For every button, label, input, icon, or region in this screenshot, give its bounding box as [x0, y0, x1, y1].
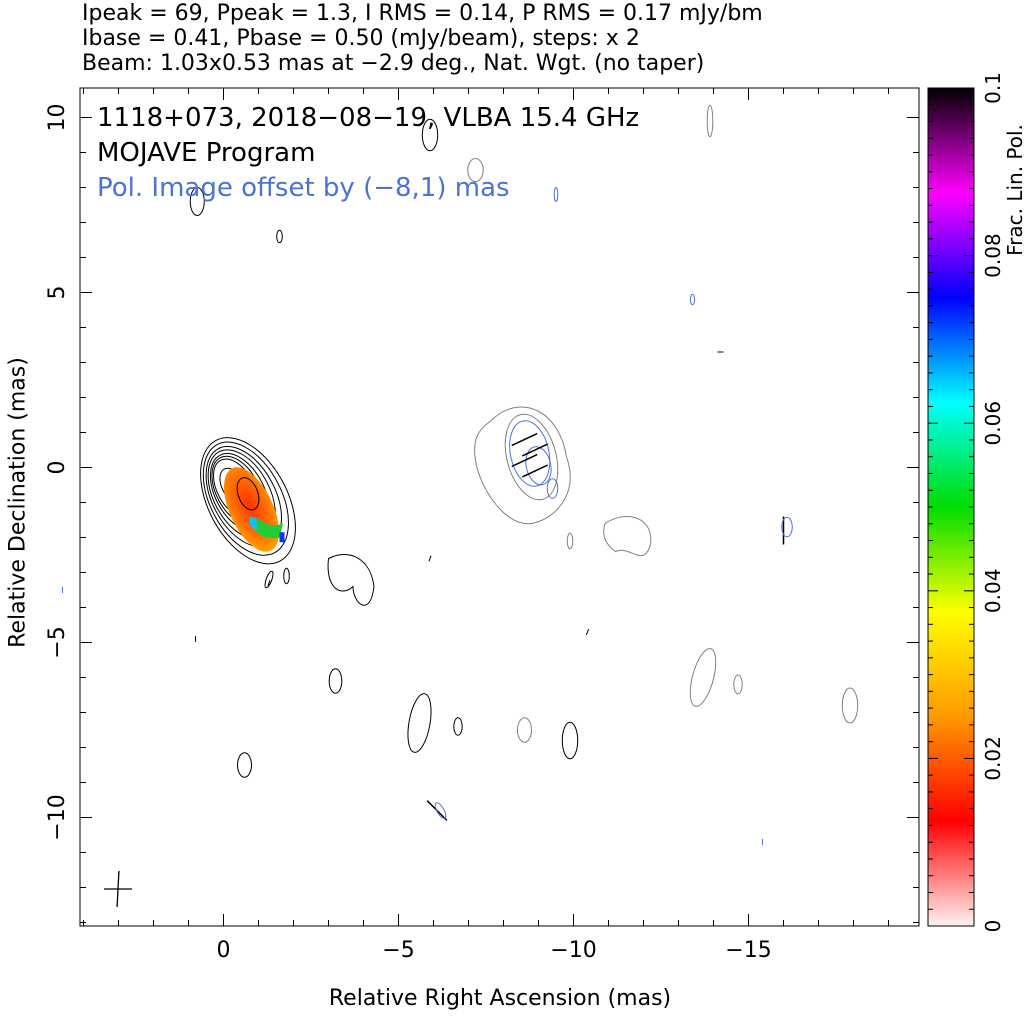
colorbar: 0 0.02 0.04 0.06 0.08 0.1 Frac. Lin. Pol.	[927, 72, 1027, 933]
evpa-tick-4	[521, 464, 549, 478]
noise-contour-7	[689, 293, 696, 306]
noise-mark-3	[428, 555, 432, 562]
noise-contour-16	[561, 721, 579, 760]
noise-contour-8	[781, 516, 793, 538]
offset-pol-contour-small	[546, 478, 559, 499]
noise-contour-12	[328, 668, 343, 694]
noise-contour-20	[841, 687, 859, 724]
core-peak-contour	[236, 477, 260, 511]
evpa-tick-2	[521, 443, 549, 457]
colorbar-tick-label-2: 0.02	[981, 736, 1005, 781]
plot-frame	[79, 87, 920, 927]
noise-mark-7	[267, 580, 271, 586]
x-tick-label-4: −15	[725, 938, 771, 963]
noise-contour-17	[237, 752, 252, 778]
noise-contour-13	[407, 693, 432, 753]
offset-outer-contour	[474, 406, 571, 525]
core-contour-2	[202, 441, 289, 556]
header-line-1: Ipeak = 69, Ppeak = 1.3, I RMS = 0.14, P…	[82, 1, 763, 26]
offset-pol-contour-inner	[525, 446, 552, 486]
noise-contour-blob-2	[603, 516, 652, 557]
noise-contour-21	[689, 648, 717, 707]
noise-contour-11	[283, 567, 290, 585]
colorbar-gradient	[927, 87, 975, 927]
noise-contour-15	[517, 717, 532, 743]
chart-title: 1118+073, 2018−08−19, VLBA 15.4 GHz	[97, 103, 639, 133]
header-line-3: Beam: 1.03x0.53 mas at −2.9 deg., Nat. W…	[82, 51, 705, 76]
y-tick-label-4: −5	[45, 626, 70, 658]
axes: 0 −5 −10 −15 10 5 0 −5 −10	[45, 87, 920, 963]
offset-inner-contour	[504, 413, 559, 501]
noise-contour-4	[467, 157, 484, 183]
plot-area: 1118+073, 2018−08−19, VLBA 15.4 GHz MOJAV…	[62, 103, 859, 908]
header-line-2: Ibase = 0.41, Pbase = 0.50 (mJy/beam), s…	[82, 26, 640, 51]
core-contour-1	[200, 437, 296, 565]
colorbar-label: Frac. Lin. Pol.	[1003, 124, 1027, 256]
pol-offset-annotation: Pol. Image offset by (−8,1) mas	[97, 173, 510, 203]
fractional-pol-green-edge	[255, 518, 283, 539]
noise-contour-5	[706, 104, 714, 138]
x-tick-label-3: −10	[550, 938, 596, 963]
y-tick-label-3: 0	[45, 461, 70, 475]
noise-contour-6	[553, 187, 559, 202]
y-tick-label-2: 5	[45, 286, 70, 300]
noise-contour-14	[453, 717, 463, 736]
y-tick-label-1: 10	[45, 104, 70, 132]
offset-pol-contour-outer	[509, 420, 551, 487]
noise-contour-2	[189, 187, 205, 216]
y-tick-label-5: −10	[45, 794, 70, 840]
noise-contour-3	[276, 229, 283, 244]
noise-mark-2	[586, 629, 589, 635]
colorbar-tick-label-3: 0.04	[981, 569, 1005, 614]
colorbar-tick-label-5: 0.08	[981, 233, 1005, 278]
y-axis-label: Relative Declination (mas)	[5, 357, 31, 648]
noise-contour-blob-1	[327, 554, 375, 606]
noise-contour-19	[733, 674, 743, 695]
colorbar-tick-label-4: 0.06	[981, 401, 1005, 446]
noise-contour-10	[264, 570, 274, 589]
colorbar-tick-label-1: 0	[981, 920, 1005, 933]
evpa-tick-3	[511, 453, 538, 468]
noise-contour-1	[421, 118, 439, 152]
x-tick-label-1: 0	[217, 938, 231, 963]
evpa-tick-1	[511, 432, 538, 447]
fractional-pol-blue-spot	[279, 532, 285, 543]
noise-contour-18	[434, 802, 447, 819]
fractional-pol-cyan-edge	[249, 516, 257, 531]
noise-contour-9	[566, 532, 574, 550]
colorbar-tick-label-6: 0.1	[981, 72, 1005, 104]
x-axis-label: Relative Right Ascension (mas)	[328, 986, 672, 1011]
chart-subtitle: MOJAVE Program	[97, 138, 315, 168]
x-tick-label-2: −5	[382, 938, 414, 963]
